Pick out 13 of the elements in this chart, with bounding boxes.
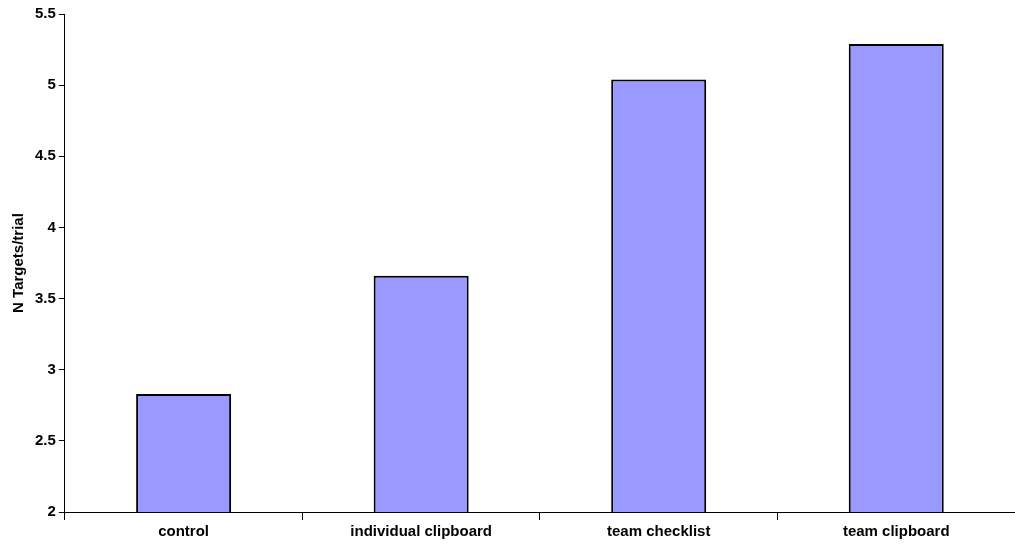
x-tick-label: control	[158, 522, 210, 540]
y-tick-label: 4.5	[34, 146, 56, 164]
y-tick-label: 5.5	[34, 4, 56, 22]
x-tick-label: individual clipboard	[350, 522, 492, 540]
y-tick-label: 4	[47, 217, 57, 235]
y-tick-label: 3	[47, 359, 56, 377]
x-tick-label: team clipboard	[842, 522, 950, 540]
y-tick-label: 3.5	[34, 288, 56, 306]
y-tick-label: 2	[47, 502, 56, 520]
x-tick-label: team checklist	[607, 522, 711, 540]
y-tick-label: 2.5	[34, 431, 56, 448]
y-axis-title: N Targets/trial	[9, 213, 27, 313]
y-tick-label: 5	[47, 75, 56, 93]
